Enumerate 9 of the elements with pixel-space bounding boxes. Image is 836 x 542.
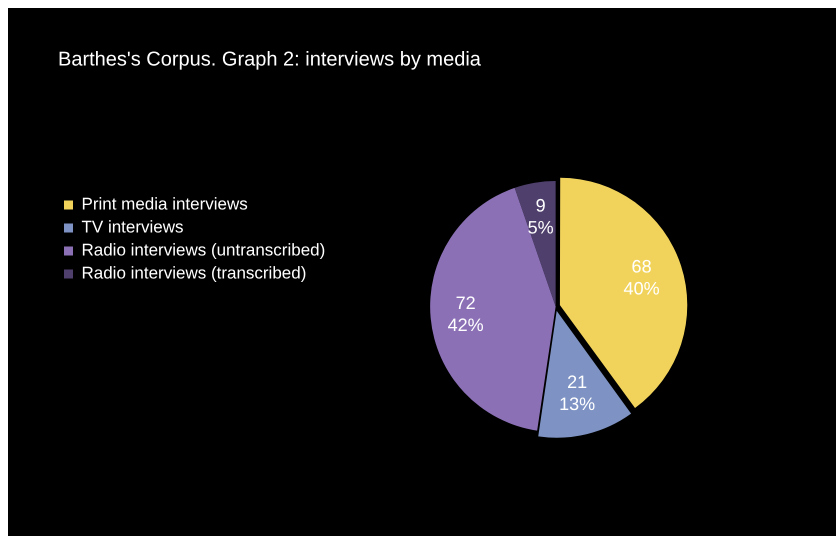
chart-title: Barthes's Corpus. Graph 2: interviews by media (58, 48, 482, 71)
data-label: 72 42% (448, 292, 484, 335)
legend-label: Radio interviews (untranscribed) (82, 240, 326, 260)
legend-label: Radio interviews (transcribed) (82, 264, 306, 283)
data-label: 9 5% (528, 195, 554, 238)
data-label: 68 40% (624, 256, 660, 299)
legend-label: TV interviews (82, 218, 184, 237)
data-label: 21 13% (559, 372, 596, 414)
legend-label: Print media interviews (82, 194, 248, 214)
